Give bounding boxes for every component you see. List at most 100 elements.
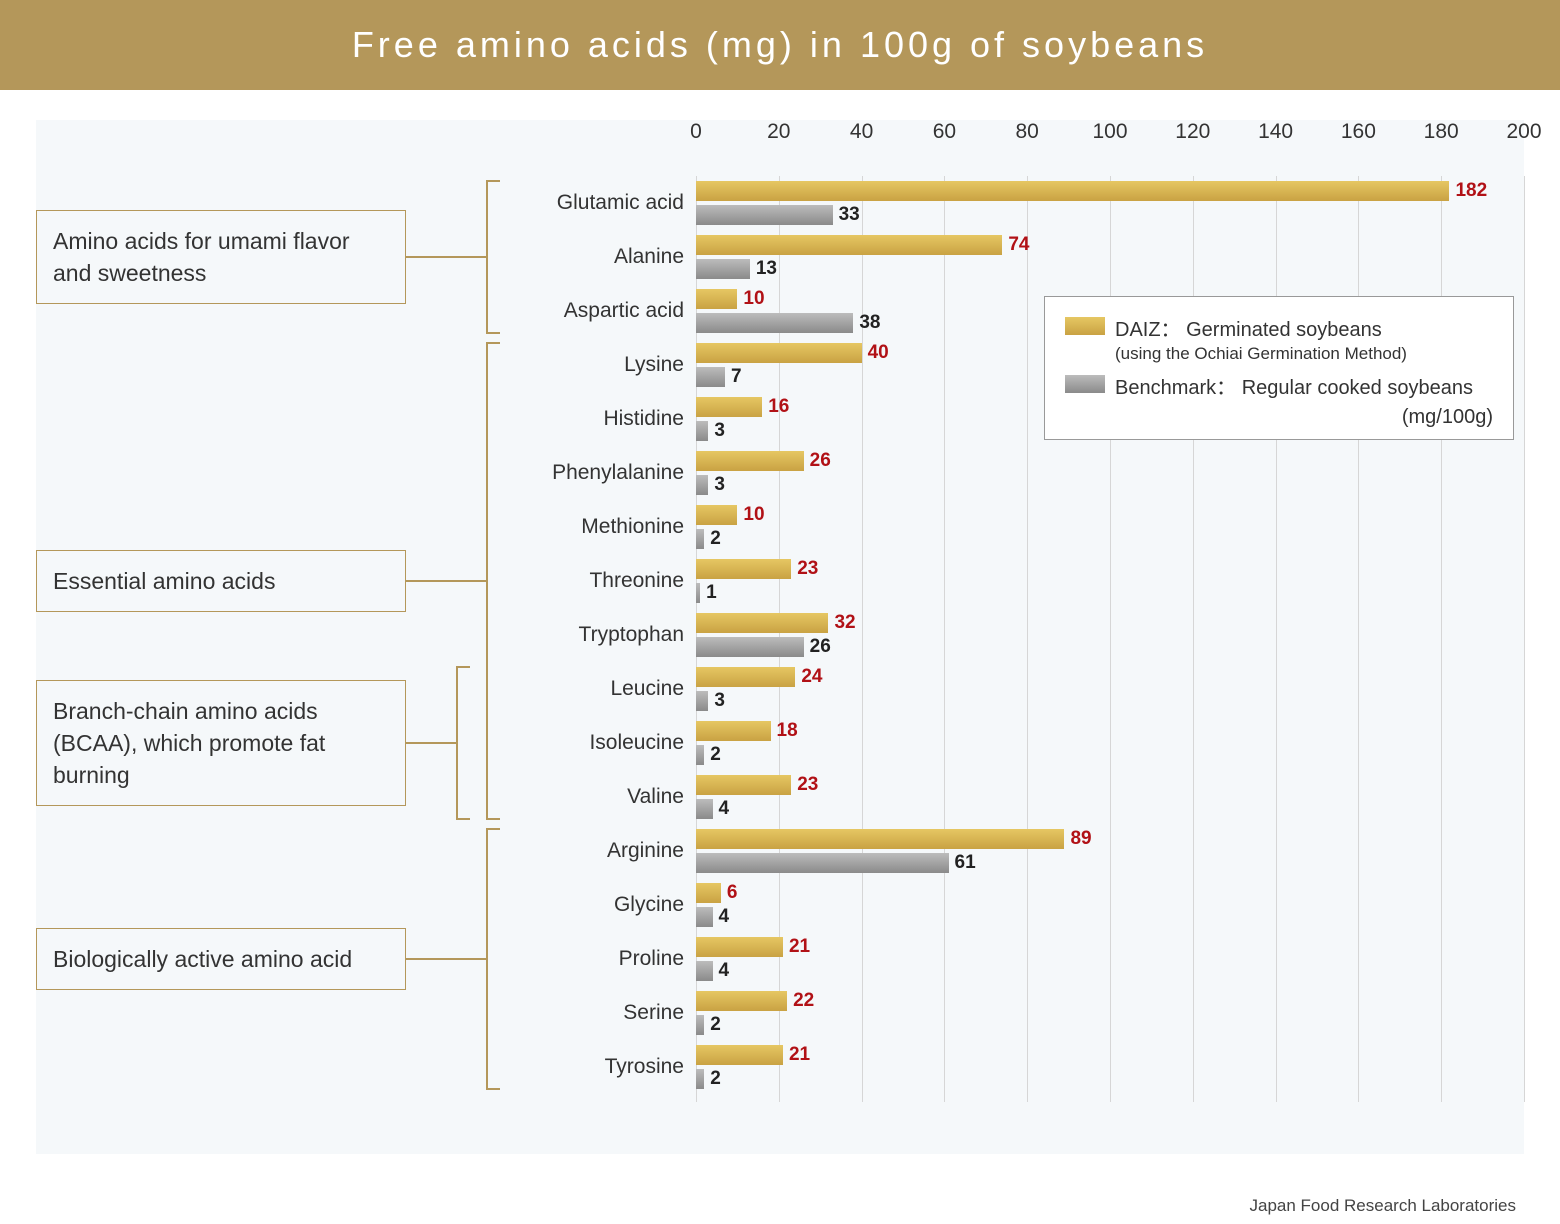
amino-acid-label: Isoleucine: [589, 731, 684, 755]
value-benchmark: 7: [731, 366, 742, 388]
data-row: 222: [696, 986, 1524, 1040]
amino-acid-label: Phenylalanine: [552, 461, 684, 485]
value-daiz: 23: [797, 558, 818, 580]
bar-benchmark: [696, 313, 853, 333]
amino-acid-label: Lysine: [624, 353, 684, 377]
bar-daiz: [696, 775, 791, 795]
bar-benchmark: [696, 475, 708, 495]
category-connector: [406, 256, 486, 258]
category-connector: [406, 580, 486, 582]
amino-acid-label: Tyrosine: [605, 1055, 684, 1079]
bar-benchmark: [696, 1069, 704, 1089]
bar-benchmark: [696, 259, 750, 279]
value-daiz: 24: [801, 666, 822, 688]
axis-tick: 120: [1175, 120, 1210, 144]
bar-benchmark: [696, 961, 713, 981]
bar-daiz: [696, 991, 787, 1011]
bar-benchmark: [696, 1015, 704, 1035]
bar-daiz: [696, 397, 762, 417]
legend-daiz-label: DAIZ：: [1115, 319, 1181, 341]
bar-benchmark: [696, 907, 713, 927]
category-box: Essential amino acids: [36, 550, 406, 612]
value-benchmark: 3: [714, 474, 725, 496]
data-row: 89 61: [696, 824, 1524, 878]
value-daiz: 10: [743, 504, 764, 526]
bar-daiz: [696, 1045, 783, 1065]
bar-benchmark: [696, 799, 713, 819]
amino-acid-label: Aspartic acid: [564, 299, 684, 323]
bar-daiz: [696, 613, 828, 633]
value-benchmark: 33: [839, 204, 860, 226]
legend-text-bench: Benchmark： Regular cooked soybeans: [1115, 371, 1473, 400]
data-row: 10 2: [696, 500, 1524, 554]
amino-acid-label: Threonine: [589, 569, 684, 593]
value-daiz: 89: [1070, 828, 1091, 850]
data-row: 7413: [696, 230, 1524, 284]
value-benchmark: 26: [810, 636, 831, 658]
value-benchmark: 2: [710, 1068, 721, 1090]
value-benchmark: 2: [710, 744, 721, 766]
amino-acid-label: Valine: [627, 785, 684, 809]
chart-title: Free amino acids (mg) in 100g of soybean…: [0, 0, 1560, 90]
bar-benchmark: [696, 367, 725, 387]
bar-daiz: [696, 829, 1064, 849]
value-benchmark: 1: [706, 582, 717, 604]
amino-acid-label: Glycine: [614, 893, 684, 917]
data-row: 23 4: [696, 770, 1524, 824]
axis-tick: 80: [1016, 120, 1039, 144]
bar-daiz: [696, 343, 862, 363]
bar-benchmark: [696, 583, 700, 603]
data-row: 24 3: [696, 662, 1524, 716]
legend-text-daiz: DAIZ： Germinated soybeans (using the Och…: [1115, 313, 1407, 365]
amino-acid-label: Methionine: [581, 515, 684, 539]
axis-tick: 60: [933, 120, 956, 144]
category-box: Branch-chain amino acids (BCAA), which p…: [36, 680, 406, 807]
value-daiz: 16: [768, 396, 789, 418]
legend-swatch-bench: [1065, 375, 1105, 393]
chart-body: Amino acids for umami flavor and sweetne…: [36, 120, 1524, 1154]
category-bracket: [456, 666, 470, 820]
legend-swatch-daiz: [1065, 317, 1105, 335]
data-row: 212: [696, 1040, 1524, 1094]
axis-tick: 40: [850, 120, 873, 144]
value-benchmark: 4: [719, 906, 730, 928]
value-benchmark: 61: [955, 852, 976, 874]
category-box: Biologically active amino acid: [36, 928, 406, 990]
plot-area: 020406080100120140160180200 182337413103…: [696, 120, 1524, 1154]
bar-daiz: [696, 721, 771, 741]
value-benchmark: 3: [714, 690, 725, 712]
value-benchmark: 4: [719, 798, 730, 820]
value-benchmark: 2: [710, 528, 721, 550]
amino-acid-label: Serine: [623, 1001, 684, 1025]
bar-daiz: [696, 937, 783, 957]
legend-bench-label: Benchmark：: [1115, 377, 1236, 399]
source-credit: Japan Food Research Laboratories: [1250, 1196, 1517, 1216]
legend-bench-text: Regular cooked soybeans: [1242, 377, 1473, 399]
value-benchmark: 2: [710, 1014, 721, 1036]
bar-daiz: [696, 289, 737, 309]
bar-benchmark: [696, 853, 949, 873]
value-daiz: 23: [797, 774, 818, 796]
bar-benchmark: [696, 691, 708, 711]
amino-acid-label: Arginine: [607, 839, 684, 863]
value-daiz: 40: [868, 342, 889, 364]
bar-benchmark: [696, 529, 704, 549]
grid-line: [1524, 176, 1525, 1102]
amino-acid-label: Proline: [619, 947, 684, 971]
category-box: Amino acids for umami flavor and sweetne…: [36, 210, 406, 304]
amino-labels-column: Glutamic acidAlanineAspartic acidLysineH…: [496, 120, 696, 1154]
bar-daiz: [696, 667, 795, 687]
value-daiz: 6: [727, 882, 738, 904]
bar-benchmark: [696, 745, 704, 765]
category-connector: [406, 958, 486, 960]
value-benchmark: 13: [756, 258, 777, 280]
bar-daiz: [696, 235, 1002, 255]
value-daiz: 10: [743, 288, 764, 310]
axis-tick: 20: [767, 120, 790, 144]
legend-daiz-text2: (using the Ochiai Germination Method): [1115, 344, 1407, 363]
chart-container: Free amino acids (mg) in 100g of soybean…: [0, 0, 1560, 1224]
value-daiz: 182: [1455, 180, 1487, 202]
bar-daiz: [696, 451, 804, 471]
data-row: 64: [696, 878, 1524, 932]
amino-acid-label: Histidine: [603, 407, 684, 431]
